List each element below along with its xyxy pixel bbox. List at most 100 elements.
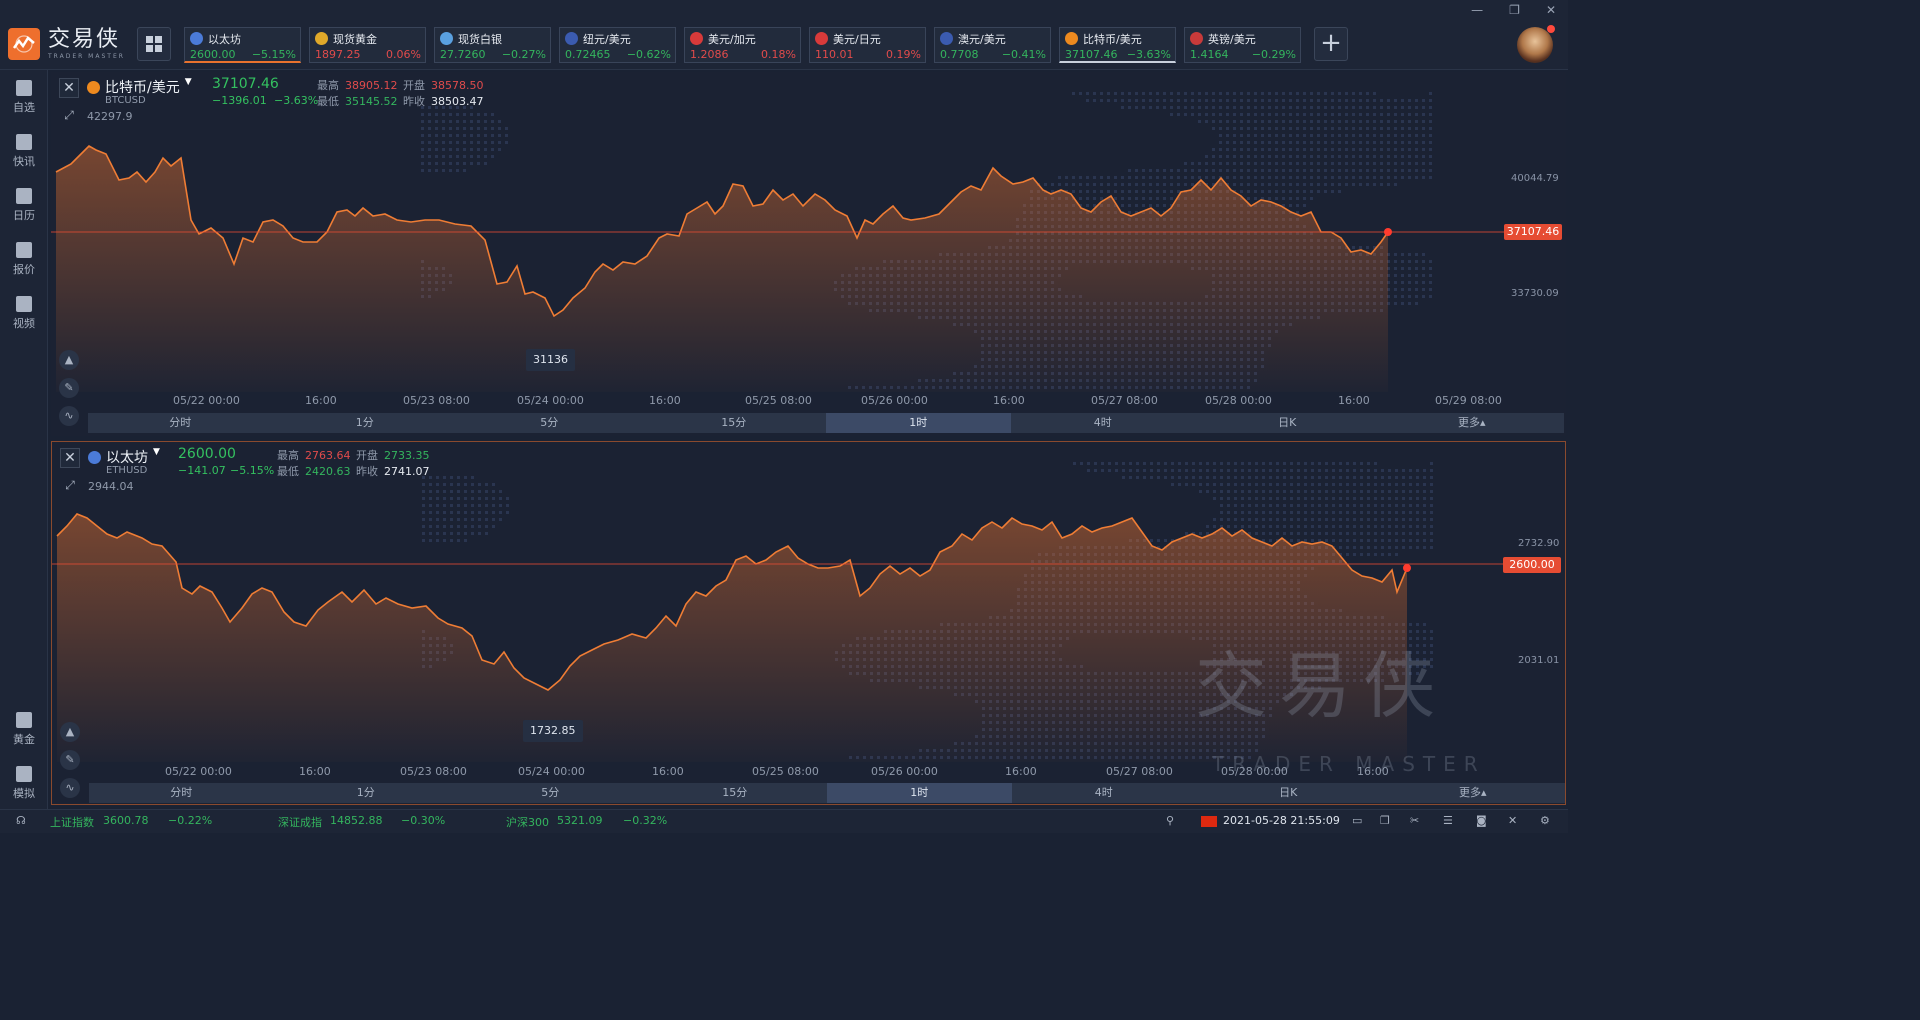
draw-pen-icon[interactable]: ✎ — [60, 750, 80, 770]
app-window: 交易侠 TRADER MASTER 以太坊 2600.00 −5.15% 现货黄金 18… — [0, 3, 1568, 829]
timeframe-tab[interactable]: 1时 — [827, 783, 1012, 803]
logo-mark-icon — [8, 28, 40, 60]
x-axis-label: 16:00 — [649, 394, 681, 407]
area-chart-icon[interactable]: ▲ — [59, 350, 79, 370]
chart-tools: ▲ ✎ ∿ — [60, 722, 82, 806]
camera-icon[interactable]: ◙ — [1476, 814, 1487, 827]
expand-icon[interactable]: ⤢ — [65, 478, 75, 492]
ticker-change: −0.62% — [626, 48, 671, 61]
timeframe-tab[interactable]: 15分 — [721, 416, 747, 429]
add-ticker-button[interactable]: + — [1314, 27, 1348, 61]
gbp-flag-icon — [1190, 32, 1203, 45]
area-chart-icon[interactable]: ▲ — [60, 722, 80, 742]
list-icon[interactable]: ☰ — [1443, 814, 1453, 827]
sidebar-item[interactable]: 模拟 — [0, 766, 48, 801]
sidebar-item[interactable]: 自选 — [0, 80, 48, 115]
index-name: 深证成指 — [278, 816, 322, 829]
ticker-change: 0.19% — [886, 48, 921, 61]
low-label: 最低 — [317, 95, 339, 108]
high-ref-label: 42297.9 — [87, 110, 133, 123]
timeframe-tab[interactable]: 1时 — [826, 413, 1011, 433]
restore-icon[interactable]: ❐ — [1380, 814, 1390, 827]
tools-icon[interactable]: ✂ — [1410, 814, 1420, 827]
timeframe-tab[interactable]: 5分 — [541, 786, 560, 799]
avatar[interactable] — [1517, 25, 1555, 63]
btc-price-chart[interactable] — [51, 72, 1566, 436]
watermark-cn: 交易侠 — [1195, 644, 1448, 728]
timeframe-tab[interactable]: 日K — [1278, 416, 1297, 429]
index-value: 14852.88 — [330, 814, 383, 827]
close-window-button[interactable]: ✕ — [1545, 3, 1556, 17]
current-price: 2600.00 — [178, 446, 236, 462]
ticker-change: 0.18% — [761, 48, 796, 61]
ticker-card[interactable]: 美元/加元 1.2086 0.18% — [684, 27, 801, 63]
ticker-change: −0.29% — [1251, 48, 1296, 61]
symbol-selector[interactable]: 以太坊 ETHUSD ▼ — [88, 447, 160, 476]
close-panel-button[interactable]: ✕ — [60, 448, 80, 468]
symbol-selector[interactable]: 比特币/美元 BTCUSD ▼ — [87, 77, 192, 106]
timeframe-tab[interactable]: 4时 — [1094, 786, 1113, 799]
indicator-icon[interactable]: ∿ — [59, 406, 79, 426]
open-value: 2733.35 — [384, 449, 430, 462]
mute-icon[interactable]: ✕ — [1508, 814, 1518, 827]
ticker-card[interactable]: 以太坊 2600.00 −5.15% — [184, 27, 301, 63]
sidebar-item[interactable]: 黄金 — [0, 712, 48, 747]
low-price-tag: 31136 — [526, 349, 575, 371]
notification-dot — [1547, 25, 1555, 33]
window-icon[interactable]: ▭ — [1352, 814, 1363, 827]
index-name: 上证指数 — [50, 816, 94, 829]
sidebar-item[interactable]: 视频 — [0, 296, 48, 331]
ticker-card[interactable]: 美元/日元 110.01 0.19% — [809, 27, 926, 63]
timeframe-tab[interactable]: 5分 — [540, 416, 559, 429]
timeframe-tab[interactable]: 15分 — [722, 786, 748, 799]
y-axis-label: 33730.09 — [1511, 288, 1559, 299]
bitcoin-icon — [87, 81, 100, 94]
ticker-name: 英镑/美元 — [1208, 32, 1256, 46]
sidebar-item[interactable]: 报价 — [0, 242, 48, 277]
x-axis-label: 05/29 08:00 — [1435, 394, 1502, 407]
high-ref-label: 2944.04 — [88, 480, 134, 493]
x-axis-label: 16:00 — [299, 765, 331, 778]
ticker-card[interactable]: 比特币/美元 37107.46 −3.63% — [1059, 27, 1176, 63]
x-axis-label: 05/23 08:00 — [403, 394, 470, 407]
ticker-card[interactable]: 现货黄金 1897.25 0.06% — [309, 27, 426, 63]
symbol-name: 比特币/美元 — [105, 80, 180, 96]
maximize-button[interactable]: ❐ — [1509, 3, 1520, 17]
logo-cn: 交易侠 — [48, 26, 121, 52]
y-axis-label: 2031.01 — [1518, 655, 1560, 666]
silver-icon — [440, 32, 453, 45]
connection-icon[interactable]: ⚲ — [1166, 814, 1175, 827]
headset-icon[interactable]: ☊ — [16, 814, 26, 827]
sidebar-item[interactable]: 快讯 — [0, 134, 48, 169]
grid-icon — [146, 36, 162, 52]
ticker-card[interactable]: 澳元/美元 0.7708 −0.41% — [934, 27, 1051, 63]
indicator-icon[interactable]: ∿ — [60, 778, 80, 798]
current-price-dot — [1384, 228, 1392, 236]
layout-grid-button[interactable] — [137, 27, 171, 61]
expand-icon[interactable]: ⤢ — [64, 108, 74, 122]
close-panel-button[interactable]: ✕ — [59, 78, 79, 98]
x-axis-label: 05/26 00:00 — [871, 765, 938, 778]
sidebar-item[interactable]: 日历 — [0, 188, 48, 223]
high-label: 最高 — [317, 79, 339, 92]
ticker-card[interactable]: 现货白银 27.7260 −0.27% — [434, 27, 551, 63]
timeframe-tab[interactable]: 更多▴ — [1458, 786, 1487, 799]
ticker-card[interactable]: 英镑/美元 1.4164 −0.29% — [1184, 27, 1301, 63]
x-axis-label: 16:00 — [305, 394, 337, 407]
watermark-en: TRADER MASTER — [1212, 752, 1486, 776]
settings-icon[interactable]: ⚙ — [1540, 814, 1550, 827]
timeframe-tab[interactable]: 分时 — [170, 786, 193, 799]
timeframe-tab[interactable]: 日K — [1279, 786, 1298, 799]
eth-price-chart[interactable] — [52, 442, 1567, 806]
x-axis-label: 05/27 08:00 — [1106, 765, 1173, 778]
chevron-down-icon: ▼ — [153, 447, 160, 457]
timeframe-tab[interactable]: 1分 — [356, 786, 375, 799]
timeframe-tab[interactable]: 4时 — [1093, 416, 1112, 429]
timeframe-tab[interactable]: 更多▴ — [1457, 416, 1486, 429]
timeframe-tab[interactable]: 1分 — [355, 416, 374, 429]
minimize-button[interactable]: — — [1471, 3, 1484, 17]
ticker-card[interactable]: 纽元/美元 0.72465 −0.62% — [559, 27, 676, 63]
timeframe-tab[interactable]: 分时 — [169, 416, 192, 429]
y-axis-label: 2732.90 — [1518, 538, 1560, 549]
draw-pen-icon[interactable]: ✎ — [59, 378, 79, 398]
